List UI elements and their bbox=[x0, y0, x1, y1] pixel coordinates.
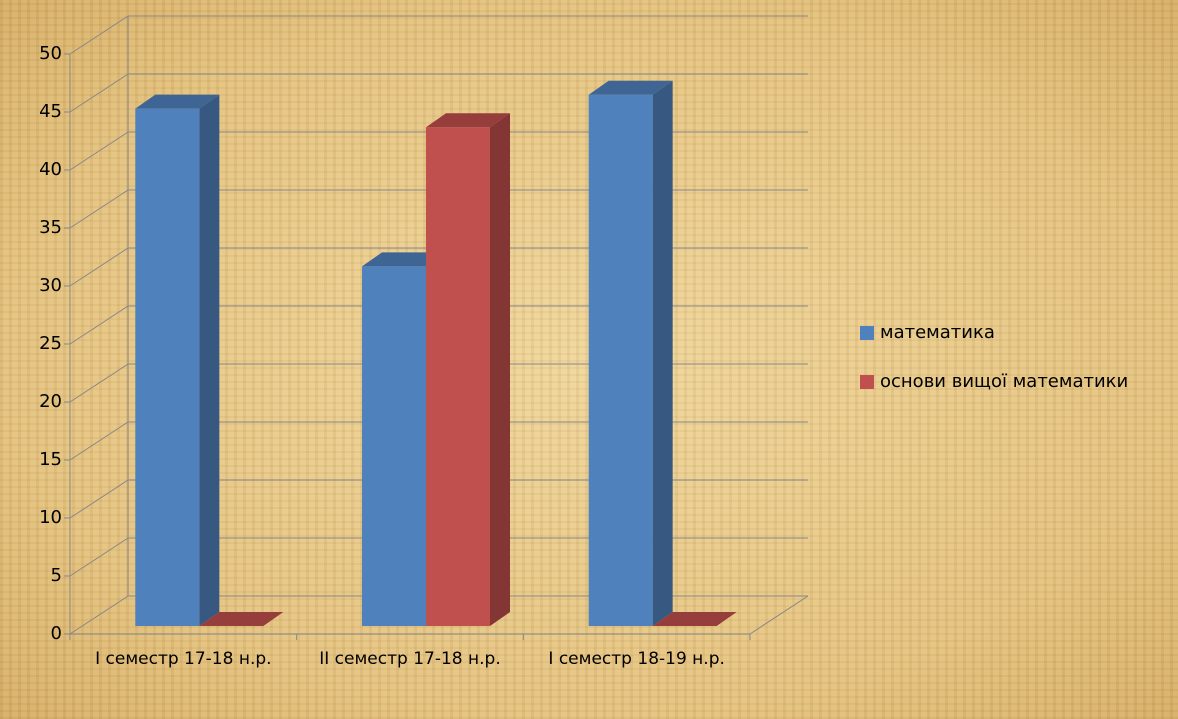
bar bbox=[426, 127, 490, 626]
bar-top bbox=[199, 612, 284, 626]
x-tick-label: II семестр 17-18 н.р. bbox=[319, 649, 501, 669]
grid-line bbox=[69, 421, 129, 461]
grid-line bbox=[69, 363, 129, 403]
y-tick-label: 30 bbox=[39, 275, 62, 296]
bar-top bbox=[588, 80, 673, 95]
grid-line bbox=[69, 479, 129, 519]
bar bbox=[135, 108, 200, 626]
y-tick-label: 0 bbox=[51, 623, 62, 644]
y-tick-label: 35 bbox=[39, 217, 62, 238]
y-tick-label: 40 bbox=[39, 159, 62, 180]
bar-side bbox=[199, 94, 220, 626]
bar-top bbox=[362, 252, 446, 267]
legend-swatch bbox=[860, 326, 874, 340]
grid-line bbox=[69, 73, 129, 113]
x-tick-label: I семестр 17-18 н.р. bbox=[95, 649, 272, 669]
grid-line bbox=[69, 595, 129, 635]
y-tick-label: 25 bbox=[39, 333, 62, 354]
grid-line bbox=[69, 131, 129, 171]
grid-line bbox=[69, 15, 129, 55]
y-tick-label: 20 bbox=[39, 391, 62, 412]
axis-line bbox=[749, 595, 809, 635]
bar-top bbox=[135, 94, 220, 109]
y-tick-label: 45 bbox=[39, 101, 62, 122]
bar-side bbox=[652, 80, 673, 627]
legend-label: основи вищої математики bbox=[880, 371, 1128, 392]
bar-top bbox=[426, 113, 510, 128]
grid-line bbox=[69, 305, 129, 345]
legend-label: математика bbox=[880, 322, 995, 343]
grid-line bbox=[69, 537, 129, 577]
y-tick-label: 50 bbox=[39, 43, 62, 64]
y-tick-label: 10 bbox=[39, 507, 62, 528]
x-tick-label: I семестр 18-19 н.р. bbox=[548, 649, 725, 669]
bar bbox=[362, 266, 426, 626]
y-tick-label: 5 bbox=[51, 565, 62, 586]
bar-side bbox=[490, 113, 510, 626]
legend-swatch bbox=[860, 375, 874, 389]
grid-line bbox=[69, 247, 129, 287]
bar-top bbox=[652, 612, 737, 626]
y-tick-label: 15 bbox=[39, 449, 62, 470]
grid-line bbox=[69, 189, 129, 229]
bar bbox=[588, 94, 653, 627]
